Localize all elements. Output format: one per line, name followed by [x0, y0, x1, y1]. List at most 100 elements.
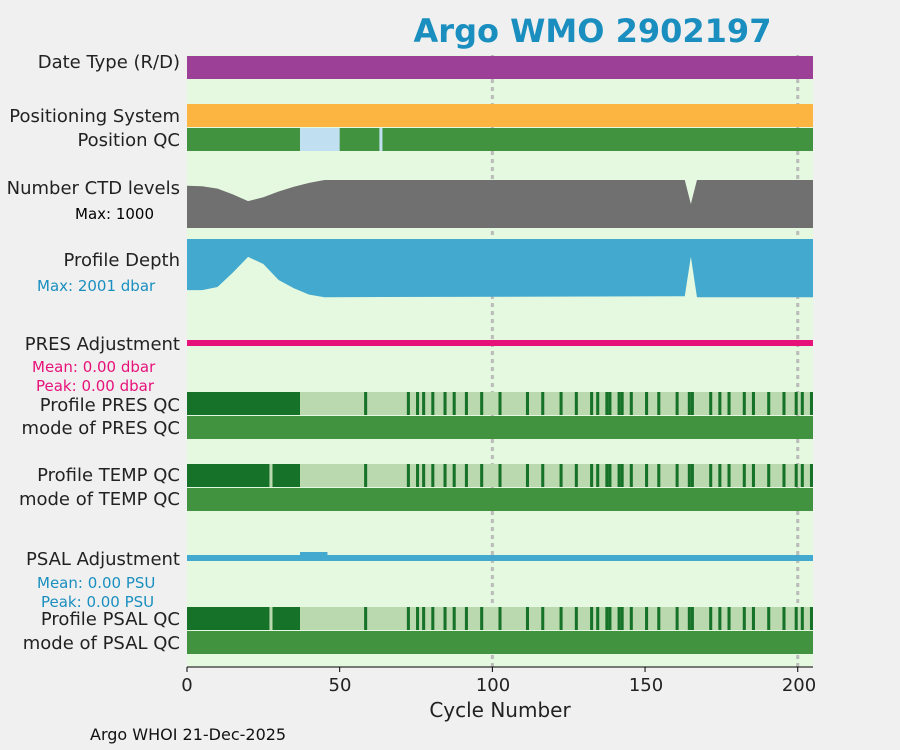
temp-qc-dark-tick [687, 464, 691, 487]
temp-qc-dark-tick [709, 464, 713, 487]
psal-qc-mode-bar [187, 631, 813, 654]
temp-qc-dark [187, 464, 270, 487]
psal-qc-dark-tick [416, 607, 420, 630]
temp-qc-dark-tick [675, 464, 679, 487]
pres-qc-dark-tick [718, 392, 722, 415]
pres-qc-dark-tick [727, 392, 731, 415]
temp-qc-dark-tick [525, 464, 530, 487]
psal-qc-dark-tick [687, 607, 691, 630]
temp-qc-dark-tick [645, 464, 649, 487]
psal-qc-dark-tick [406, 607, 410, 630]
psal-qc-dark-tick [709, 607, 713, 630]
psal-qc-dark-tick [751, 607, 755, 630]
pres-qc-dark-tick [406, 392, 410, 415]
psal-qc-dark [187, 607, 270, 630]
psal-qc-dark-tick [431, 607, 435, 630]
temp-qc-dark-tick [590, 464, 594, 487]
temp-qc-dark-tick [431, 464, 435, 487]
pres-qc-dark-tick [498, 392, 502, 415]
pres-qc-dark-tick [657, 392, 661, 415]
label-mode-psal-qc: mode of PSAL QC [22, 633, 180, 654]
temp-qc-dark-tick [809, 464, 813, 487]
pres-qc-dark-tick [608, 392, 612, 415]
temp-qc-dark-tick [657, 464, 661, 487]
psal-qc-dark-tick [718, 607, 722, 630]
psal-qc-dark [272, 607, 300, 630]
psal-qc-dark-tick [498, 607, 502, 630]
x-tick-label: 150 [628, 675, 664, 696]
psal-adjustment-line [187, 555, 813, 561]
temp-qc-dark [272, 464, 300, 487]
pres-qc-dark-tick [541, 392, 545, 415]
temp-qc-dark-tick [742, 464, 746, 487]
temp-qc-dark-tick [406, 464, 410, 487]
pres-qc-dark-tick [690, 392, 694, 415]
label-positioning-system: Positioning System [9, 106, 180, 127]
psal-qc-dark-tick [480, 607, 484, 630]
temp-qc-dark-tick [690, 464, 694, 487]
profile-depth-area [187, 239, 813, 298]
note-psal-peak: Peak: 0.00 PSU [41, 593, 155, 611]
psal-qc-dark-tick [645, 607, 649, 630]
psal-adjustment-bump [299, 552, 328, 561]
pres-qc-dark-tick [742, 392, 746, 415]
temp-qc-dark-tick [617, 464, 621, 487]
temp-qc-dark-tick [608, 464, 612, 487]
temp-qc-dark-tick [416, 464, 420, 487]
psal-qc-dark-tick [809, 607, 813, 630]
psal-qc-dark-tick [559, 607, 563, 630]
label-date-type: Date Type (R/D) [37, 52, 180, 73]
position-qc-gap [299, 128, 340, 151]
psal-qc-dark-tick [742, 607, 746, 630]
temp-qc-dark-tick [559, 464, 563, 487]
psal-qc-dark-tick [452, 607, 456, 630]
pres-qc-dark-tick [629, 392, 633, 415]
psal-qc-dark-tick [590, 607, 594, 630]
pres-qc-dark-tick [617, 392, 621, 415]
x-tick-label: 50 [328, 675, 352, 696]
pres-qc-dark-tick [675, 392, 679, 415]
pres-qc-dark-tick [605, 392, 609, 415]
temp-qc-dark-tick [620, 464, 624, 487]
temp-qc-dark-tick [718, 464, 722, 487]
position-qc-gap [379, 128, 383, 151]
pres-qc-dark-tick [443, 392, 447, 415]
pres-qc-mode-bar [187, 416, 813, 439]
temp-qc-dark-tick [800, 464, 804, 487]
temp-qc-dark-tick [574, 464, 578, 487]
temp-qc-dark-tick [596, 464, 600, 487]
label-ctd-levels: Number CTD levels [6, 178, 180, 199]
pres-qc-dark-tick [464, 392, 468, 415]
psal-qc-dark-tick [525, 607, 530, 630]
psal-qc-dark-tick [443, 607, 447, 630]
temp-qc-dark-tick [767, 464, 771, 487]
psal-qc-dark-tick [782, 607, 786, 630]
pres-qc-dark-tick [809, 392, 813, 415]
x-tick-label: 100 [475, 675, 511, 696]
pres-qc-dark-tick [687, 392, 691, 415]
temp-qc-dark-tick [794, 464, 798, 487]
pres-qc-dark [187, 392, 300, 415]
label-mode-pres-qc: mode of PRES QC [21, 418, 180, 439]
psal-qc-dark-tick [767, 607, 771, 630]
temp-qc-dark-tick [452, 464, 456, 487]
pres-qc-dark-tick [645, 392, 649, 415]
pres-adjustment-line [187, 340, 813, 346]
pres-qc-dark-tick [596, 392, 600, 415]
panel-background [187, 55, 813, 667]
psal-qc-dark-tick [596, 607, 600, 630]
temp-qc-dark-tick [727, 464, 731, 487]
date-type-bar [187, 56, 813, 79]
label-mode-temp-qc: mode of TEMP QC [18, 489, 180, 510]
pres-qc-dark-tick [574, 392, 578, 415]
temp-qc-dark-tick [464, 464, 468, 487]
footer-credit: Argo WHOI 21-Dec-2025 [90, 725, 287, 744]
note-pres-peak: Peak: 0.00 dbar [36, 377, 155, 395]
temp-qc-dark-tick [498, 464, 502, 487]
psal-qc-dark-tick [727, 607, 731, 630]
temp-qc-dark-tick [422, 464, 426, 487]
psal-qc-dark-tick [657, 607, 661, 630]
psal-qc-dark-tick [464, 607, 468, 630]
temp-qc-dark-tick [782, 464, 786, 487]
